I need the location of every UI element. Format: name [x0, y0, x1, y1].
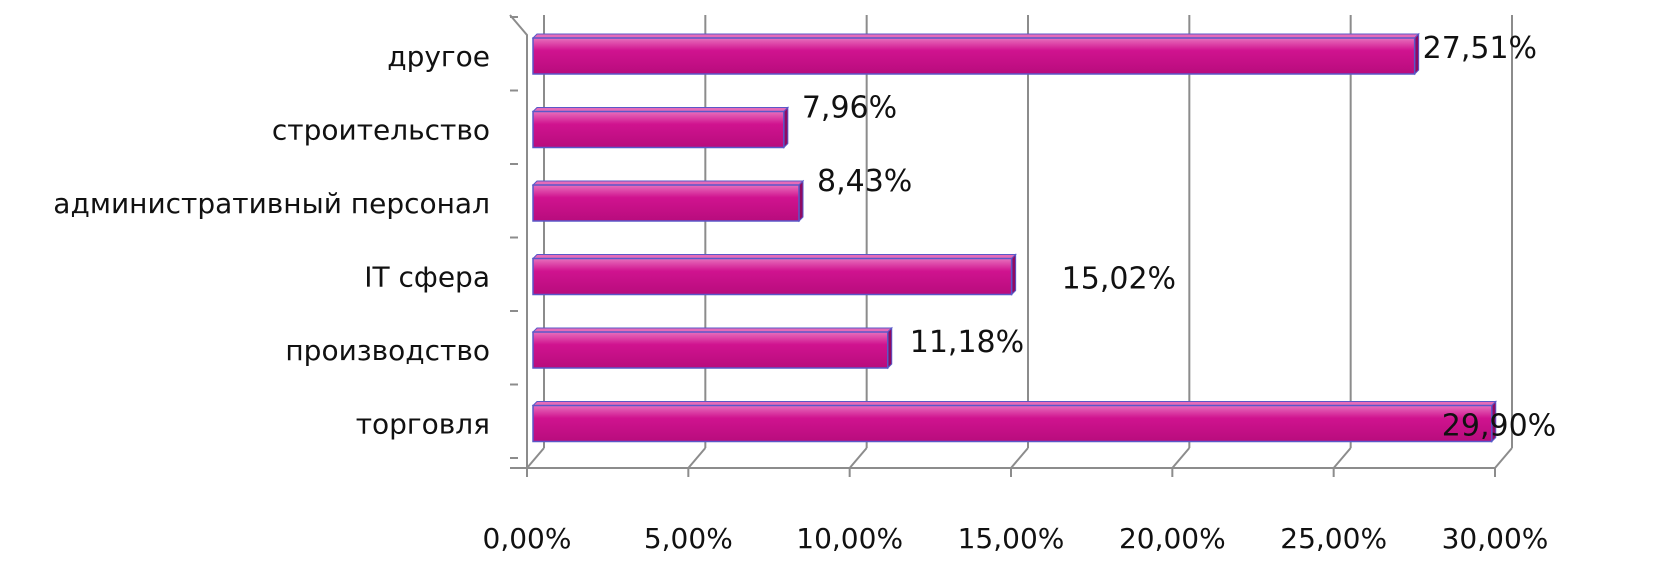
category-label: IT сфера [364, 261, 490, 294]
bars [531, 32, 1497, 443]
floor-line-30 [1494, 447, 1513, 469]
x-tick-label: 5,00% [644, 522, 733, 555]
floor-line-10 [848, 447, 868, 469]
bar-front-face [532, 37, 1416, 75]
category-label: торговля [356, 408, 490, 441]
data-label: 29,90% [1442, 409, 1556, 444]
floor-line-5 [687, 447, 707, 469]
bar-6 [531, 400, 1497, 443]
axes [509, 14, 1496, 477]
category-label: другое [387, 40, 490, 73]
bar-front-face [532, 184, 800, 222]
x-tick-label: 15,00% [958, 522, 1065, 555]
x-tick-label: 20,00% [1119, 522, 1226, 555]
floor-line-15 [1010, 447, 1029, 469]
x-tick-label: 30,00% [1442, 522, 1549, 555]
data-label: 27,51% [1423, 31, 1537, 66]
bar-front-face [532, 404, 1493, 443]
data-label: 11,18% [910, 325, 1024, 360]
bar-front-face [532, 257, 1013, 296]
x-tick-label: 25,00% [1280, 522, 1387, 555]
bar-5 [531, 326, 893, 370]
bar-front-face [532, 110, 785, 149]
bar-front-face [532, 331, 889, 369]
bar-1 [531, 32, 1420, 76]
category-label: производство [285, 334, 490, 367]
labels: 0,00% 5,00% 10,00% 15,00% 20,00% 25,00% 30,00%… [53, 31, 1556, 555]
floor-line-25 [1332, 447, 1352, 469]
data-label: 8,43% [817, 164, 912, 199]
bar-4 [531, 253, 1017, 296]
floor-line-0 [526, 447, 545, 469]
y-axis-line [509, 14, 528, 468]
x-tick-label: 10,00% [796, 522, 903, 555]
category-label: строительство [272, 114, 490, 147]
bar-3 [531, 179, 805, 223]
x-tick-label: 0,00% [483, 522, 572, 555]
category-label: административный персонал [53, 187, 490, 220]
bar-2 [531, 106, 790, 149]
data-label: 15,02% [1062, 262, 1176, 297]
data-label: 7,96% [802, 91, 897, 126]
floor-line-20 [1171, 447, 1191, 469]
gridlines [526, 15, 1513, 469]
